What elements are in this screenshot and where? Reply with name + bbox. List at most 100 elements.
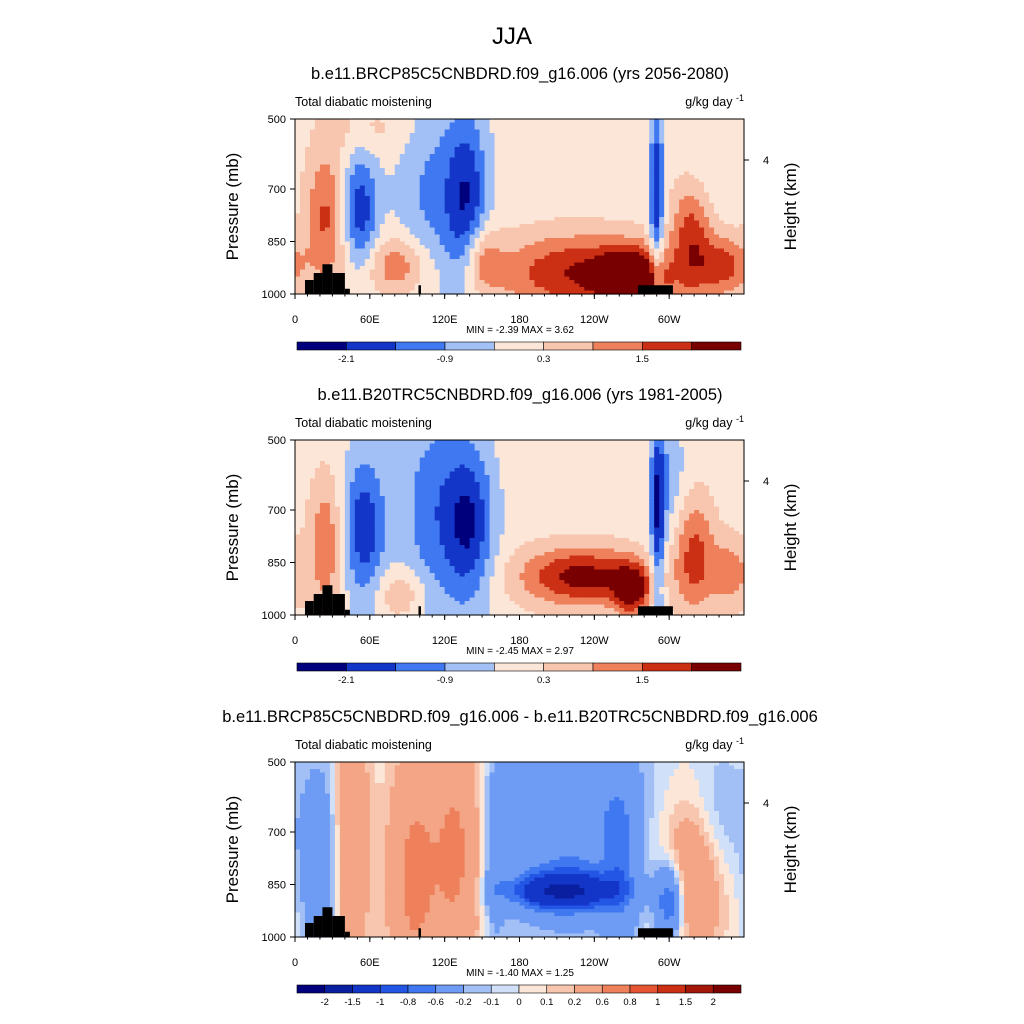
field-cell xyxy=(459,220,466,225)
field-cell xyxy=(704,185,710,190)
field-cell xyxy=(314,196,321,201)
field-cell xyxy=(639,234,645,239)
field-cell xyxy=(604,290,610,295)
field-cell xyxy=(569,136,575,141)
field-cell xyxy=(639,119,645,124)
field-cell xyxy=(339,231,346,236)
field-cell xyxy=(524,213,531,218)
field-cell xyxy=(734,140,740,145)
field-cell xyxy=(449,262,456,267)
field-cell xyxy=(479,269,486,274)
field-cell xyxy=(304,489,311,494)
field-cell xyxy=(679,171,685,176)
field-cell xyxy=(409,266,416,271)
field-cell xyxy=(504,119,511,124)
field-cell xyxy=(559,206,565,211)
field-cell xyxy=(689,147,695,152)
field-cell xyxy=(324,552,331,557)
field-cell xyxy=(464,241,471,246)
field-cell xyxy=(319,213,326,218)
field-cell xyxy=(699,290,705,295)
field-cell xyxy=(679,161,685,166)
field-cell xyxy=(329,450,336,455)
field-cell xyxy=(699,241,705,246)
field-cell xyxy=(724,196,730,201)
field-cell xyxy=(494,269,501,274)
field-cell xyxy=(329,213,336,218)
field-cell xyxy=(384,234,391,239)
field-cell xyxy=(309,478,316,483)
field-cell xyxy=(439,224,446,229)
field-cell xyxy=(479,238,486,243)
field-cell xyxy=(574,196,580,201)
field-cell xyxy=(639,276,645,281)
field-cell xyxy=(734,133,740,138)
field-cell xyxy=(399,154,406,159)
field-cell xyxy=(299,492,306,497)
field-cell xyxy=(319,573,326,578)
field-cell xyxy=(459,178,466,183)
field-cell xyxy=(589,168,595,173)
field-cell xyxy=(424,192,431,197)
field-cell xyxy=(529,220,536,225)
field-cell xyxy=(649,119,655,124)
field-cell xyxy=(674,203,680,208)
field-cell xyxy=(329,566,336,571)
field-cell xyxy=(609,241,615,246)
field-cell xyxy=(299,513,306,518)
field-cell xyxy=(599,262,605,267)
field-cell xyxy=(299,224,306,229)
field-cell xyxy=(564,210,570,215)
units-exponent: -1 xyxy=(736,93,744,103)
field-cell xyxy=(669,154,675,159)
field-cell xyxy=(304,524,311,529)
field-cell xyxy=(419,175,426,180)
field-cell xyxy=(474,122,481,127)
field-cell xyxy=(329,492,336,497)
field-cell xyxy=(724,133,730,138)
field-cell xyxy=(324,443,331,448)
field-cell xyxy=(734,276,740,281)
field-cell xyxy=(299,140,306,145)
field-cell xyxy=(509,136,516,141)
field-cell xyxy=(459,217,466,222)
field-cell xyxy=(484,287,491,292)
field-cell xyxy=(324,178,331,183)
field-cell xyxy=(609,171,615,176)
field-cell xyxy=(734,259,740,264)
field-cell xyxy=(474,185,481,190)
field-cell xyxy=(319,196,326,201)
field-cell xyxy=(729,262,735,267)
field-cell xyxy=(474,133,481,138)
field-cell xyxy=(594,136,600,141)
field-cell xyxy=(724,273,730,278)
field-cell xyxy=(639,143,645,148)
field-cell xyxy=(669,234,675,239)
field-cell xyxy=(619,192,625,197)
field-cell xyxy=(479,129,486,134)
field-cell xyxy=(444,231,451,236)
field-cell xyxy=(404,262,411,267)
field-cell xyxy=(304,206,311,211)
field-cell xyxy=(449,122,456,127)
field-cell xyxy=(359,227,366,232)
field-cell xyxy=(724,238,730,243)
field-cell xyxy=(444,252,451,257)
field-cell xyxy=(704,241,710,246)
field-cell xyxy=(689,203,695,208)
field-cell xyxy=(304,471,311,476)
field-cell xyxy=(604,182,610,187)
field-cell xyxy=(734,126,740,131)
field-cell xyxy=(444,182,451,187)
field-cell xyxy=(639,140,645,145)
field-cell xyxy=(504,189,511,194)
field-cell xyxy=(644,210,650,215)
field-cell xyxy=(519,133,526,138)
field-cell xyxy=(479,248,486,253)
field-cell xyxy=(414,143,421,148)
field-cell xyxy=(574,252,580,257)
field-cell xyxy=(729,168,735,173)
field-cell xyxy=(349,245,356,250)
field-cell xyxy=(659,231,665,236)
field-cell xyxy=(579,262,585,267)
